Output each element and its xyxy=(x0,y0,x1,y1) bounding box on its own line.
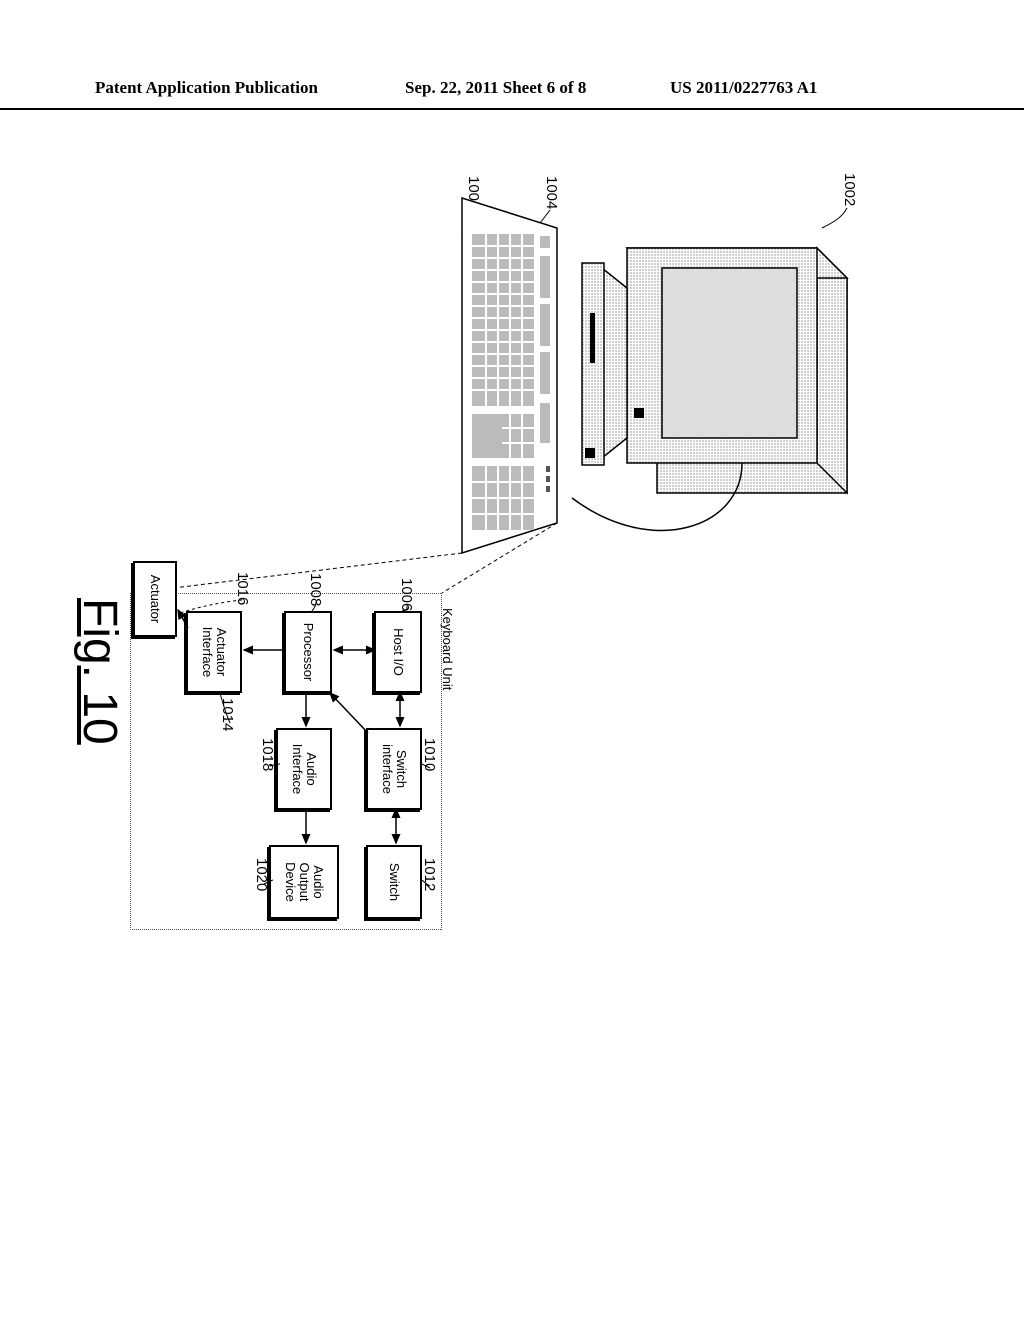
processor-box: Processor xyxy=(284,611,332,693)
ref-actuator: 1016 xyxy=(234,572,251,605)
actuator-label: Actuator xyxy=(148,575,162,623)
figure-label: Fig. 10 xyxy=(72,598,127,745)
rotated-diagram-container: 1000 1002 xyxy=(122,158,902,938)
ref-audio-if: 1018 xyxy=(259,738,276,771)
ref-switch: 1012 xyxy=(421,858,438,891)
switch-label: Switch xyxy=(387,863,401,901)
actuator-if-box: Actuator Interface xyxy=(186,611,242,693)
keyboard-unit-label: Keyboard Unit xyxy=(440,608,455,690)
audio-if-label: Audio Interface xyxy=(290,744,319,795)
host-io-box: Host I/O xyxy=(374,611,422,693)
audio-if-box: Audio Interface xyxy=(276,728,332,810)
ref-actuator-if: 1014 xyxy=(219,698,236,731)
ref-system: 1000 xyxy=(465,176,482,209)
ref-audio-out: 1020 xyxy=(253,858,270,891)
audio-out-box: Audio Output Device xyxy=(269,845,339,919)
ref-keyboard: 1004 xyxy=(543,176,560,209)
ref-monitor: 1002 xyxy=(841,173,858,206)
header-center: Sep. 22, 2011 Sheet 6 of 8 xyxy=(405,78,586,98)
header-left: Patent Application Publication xyxy=(95,78,318,98)
switch-if-label: Switch interface xyxy=(380,744,409,794)
switch-if-box: Switch interface xyxy=(366,728,422,810)
processor-label: Processor xyxy=(301,623,315,682)
ref-processor: 1008 xyxy=(307,573,324,606)
page-header: Patent Application Publication Sep. 22, … xyxy=(0,78,1024,110)
actuator-if-label: Actuator Interface xyxy=(200,627,229,678)
page: Patent Application Publication Sep. 22, … xyxy=(0,0,1024,1320)
ref-host-io: 1006 xyxy=(398,578,415,611)
header-right: US 2011/0227763 A1 xyxy=(670,78,817,98)
diagram: 1000 1002 xyxy=(122,158,902,938)
audio-out-label: Audio Output Device xyxy=(283,862,326,902)
actuator-box: Actuator xyxy=(133,561,177,637)
host-io-label: Host I/O xyxy=(391,628,405,676)
switch-box: Switch xyxy=(366,845,422,919)
ref-switch-if: 1010 xyxy=(421,738,438,771)
